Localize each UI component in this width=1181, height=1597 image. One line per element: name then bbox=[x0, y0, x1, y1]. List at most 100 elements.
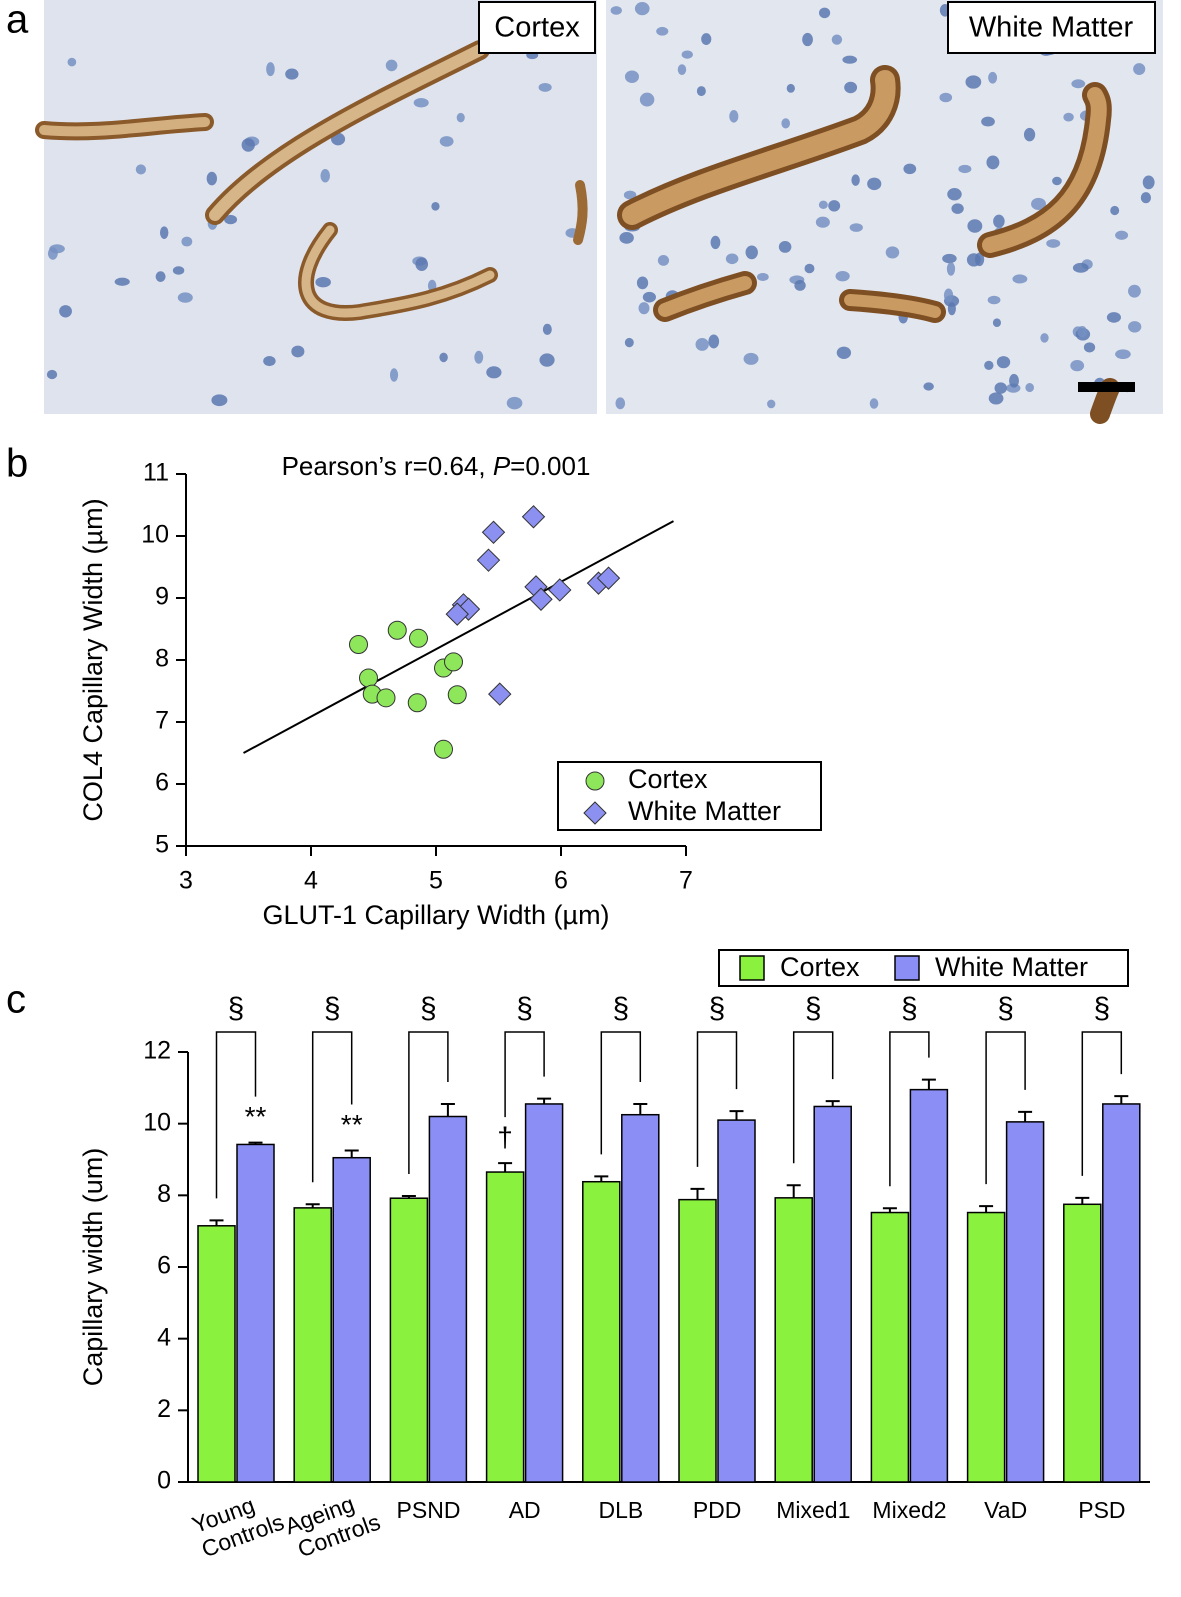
point bbox=[481, 520, 506, 544]
nucleus bbox=[951, 203, 964, 214]
nucleus bbox=[1025, 383, 1034, 393]
nucleus bbox=[486, 366, 502, 379]
x-tick-label: 6 bbox=[554, 867, 568, 895]
point bbox=[409, 628, 428, 648]
point bbox=[444, 652, 463, 672]
nucleus bbox=[177, 292, 193, 303]
point bbox=[596, 566, 621, 590]
legend-label: White Matter bbox=[628, 796, 781, 826]
bar bbox=[428, 1115, 468, 1483]
y-tick-label: 10 bbox=[143, 1108, 171, 1136]
x-tick-label: PSD bbox=[1078, 1497, 1125, 1523]
nucleus bbox=[623, 190, 637, 200]
comparison-bracket bbox=[600, 1031, 642, 1155]
nucleus bbox=[241, 138, 255, 152]
point bbox=[349, 635, 368, 654]
nucleus bbox=[988, 392, 1004, 405]
panel-label: b bbox=[6, 442, 28, 486]
nucleus bbox=[965, 75, 982, 89]
y-tick-label: 4 bbox=[157, 1323, 171, 1351]
nucleus bbox=[1077, 326, 1088, 338]
bar bbox=[1005, 1121, 1045, 1483]
nucleus bbox=[677, 64, 687, 76]
panel-label: a bbox=[6, 0, 29, 42]
panel-label: c bbox=[6, 978, 26, 1022]
nucleus bbox=[844, 81, 858, 94]
significance-marker: ** bbox=[341, 1109, 363, 1140]
error-bar bbox=[209, 1219, 224, 1226]
pair-marker: § bbox=[805, 992, 822, 1025]
nucleus bbox=[818, 7, 831, 19]
point bbox=[434, 739, 453, 759]
vessels bbox=[35, 40, 588, 322]
nucleus bbox=[818, 200, 828, 209]
error-bar bbox=[921, 1078, 936, 1090]
micrograph-white-matter bbox=[606, 0, 1163, 424]
error-bar bbox=[979, 1205, 994, 1213]
x-tick-label: Ageing Controls bbox=[279, 1484, 383, 1564]
nucleus bbox=[615, 397, 626, 410]
nucleus bbox=[1070, 359, 1085, 372]
nucleus bbox=[710, 235, 721, 250]
error-bar bbox=[825, 1100, 840, 1107]
error-bar bbox=[1114, 1095, 1129, 1104]
nucleus bbox=[988, 71, 998, 84]
nucleus bbox=[804, 263, 815, 274]
legend-marker bbox=[583, 801, 607, 825]
bar bbox=[236, 1143, 275, 1483]
nucleus bbox=[923, 382, 934, 391]
nucleus bbox=[1046, 239, 1061, 248]
y-axis-title: COL4 Capillary Width (µm) bbox=[78, 498, 108, 821]
nucleus bbox=[947, 188, 962, 201]
nucleus bbox=[939, 92, 953, 103]
error-bar bbox=[248, 1141, 263, 1145]
error-bar bbox=[729, 1110, 744, 1121]
x-tick-label: 5 bbox=[429, 867, 443, 895]
x-tick-label: Mixed2 bbox=[872, 1497, 946, 1523]
comparison-bracket bbox=[311, 1031, 353, 1183]
nucleus bbox=[743, 352, 759, 365]
point bbox=[376, 688, 396, 708]
nucleus bbox=[211, 394, 228, 407]
bar bbox=[582, 1180, 621, 1483]
nucleus bbox=[696, 86, 706, 97]
point bbox=[521, 505, 546, 529]
nucleus bbox=[474, 350, 484, 364]
bar bbox=[678, 1198, 717, 1483]
nucleus bbox=[285, 68, 299, 80]
nucleus bbox=[624, 70, 639, 84]
x-tick-label: DLB bbox=[599, 1497, 644, 1523]
nucleus bbox=[610, 6, 622, 15]
point bbox=[548, 578, 572, 602]
nucleus bbox=[708, 334, 720, 349]
nucleus bbox=[172, 266, 185, 275]
nucleus bbox=[634, 2, 650, 16]
bar bbox=[485, 1171, 525, 1483]
pair-marker: § bbox=[420, 992, 437, 1025]
nucleus bbox=[695, 337, 709, 351]
scale-bar bbox=[1078, 382, 1135, 392]
pair-marker: § bbox=[612, 992, 629, 1025]
nucleus bbox=[993, 214, 1005, 228]
nucleus bbox=[869, 398, 879, 409]
axis-line bbox=[187, 1052, 1150, 1483]
nucleus bbox=[943, 288, 954, 302]
nucleus bbox=[778, 240, 792, 253]
nucleus bbox=[946, 262, 956, 276]
significance-marker: † bbox=[497, 1121, 513, 1152]
nucleus bbox=[1142, 175, 1155, 190]
nucleus bbox=[224, 214, 238, 225]
nucleus bbox=[181, 236, 193, 247]
y-tick-label: 7 bbox=[155, 707, 169, 735]
y-tick-label: 6 bbox=[155, 769, 169, 797]
nucleus bbox=[638, 302, 650, 315]
point bbox=[447, 685, 467, 705]
point bbox=[407, 693, 427, 713]
comparison-bracket bbox=[889, 1031, 930, 1187]
bar bbox=[332, 1156, 371, 1483]
nucleus bbox=[291, 345, 305, 358]
y-tick-label: 2 bbox=[157, 1395, 171, 1423]
bar bbox=[621, 1113, 660, 1483]
nucleus bbox=[639, 92, 655, 107]
